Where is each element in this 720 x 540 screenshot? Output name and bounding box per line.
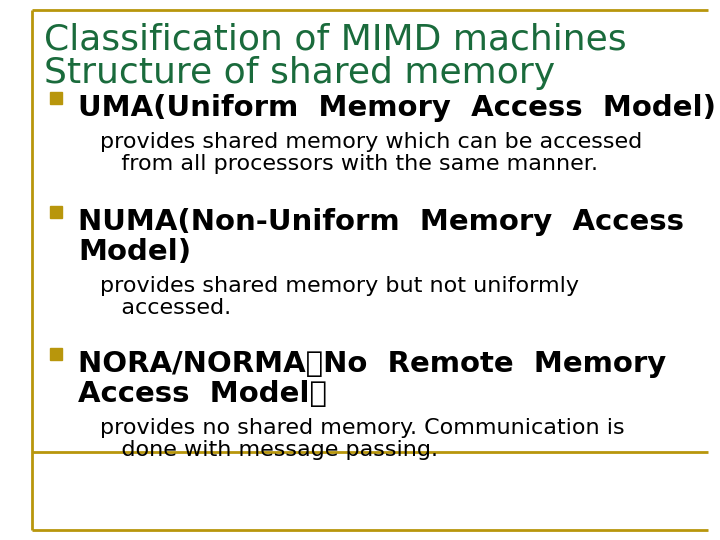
Text: provides no shared memory. Communication is: provides no shared memory. Communication… bbox=[100, 418, 625, 438]
Text: accessed.: accessed. bbox=[100, 298, 231, 318]
Bar bbox=[50, 348, 62, 360]
Text: done with message passing.: done with message passing. bbox=[100, 440, 438, 460]
Bar bbox=[50, 92, 62, 104]
Text: UMA(Uniform  Memory  Access  Model): UMA(Uniform Memory Access Model) bbox=[78, 94, 716, 122]
Text: NORA/NORMA（No  Remote  Memory: NORA/NORMA（No Remote Memory bbox=[78, 350, 666, 378]
Text: provides shared memory which can be accessed: provides shared memory which can be acce… bbox=[100, 132, 642, 152]
Text: from all processors with the same manner.: from all processors with the same manner… bbox=[100, 154, 598, 174]
Text: provides shared memory but not uniformly: provides shared memory but not uniformly bbox=[100, 276, 579, 296]
Text: Model): Model) bbox=[78, 238, 191, 266]
Bar bbox=[50, 206, 62, 218]
Text: Access  Model）: Access Model） bbox=[78, 380, 327, 408]
Text: Structure of shared memory: Structure of shared memory bbox=[44, 56, 555, 90]
Text: Classification of MIMD machines: Classification of MIMD machines bbox=[44, 22, 626, 56]
Text: NUMA(Non-Uniform  Memory  Access: NUMA(Non-Uniform Memory Access bbox=[78, 208, 684, 236]
